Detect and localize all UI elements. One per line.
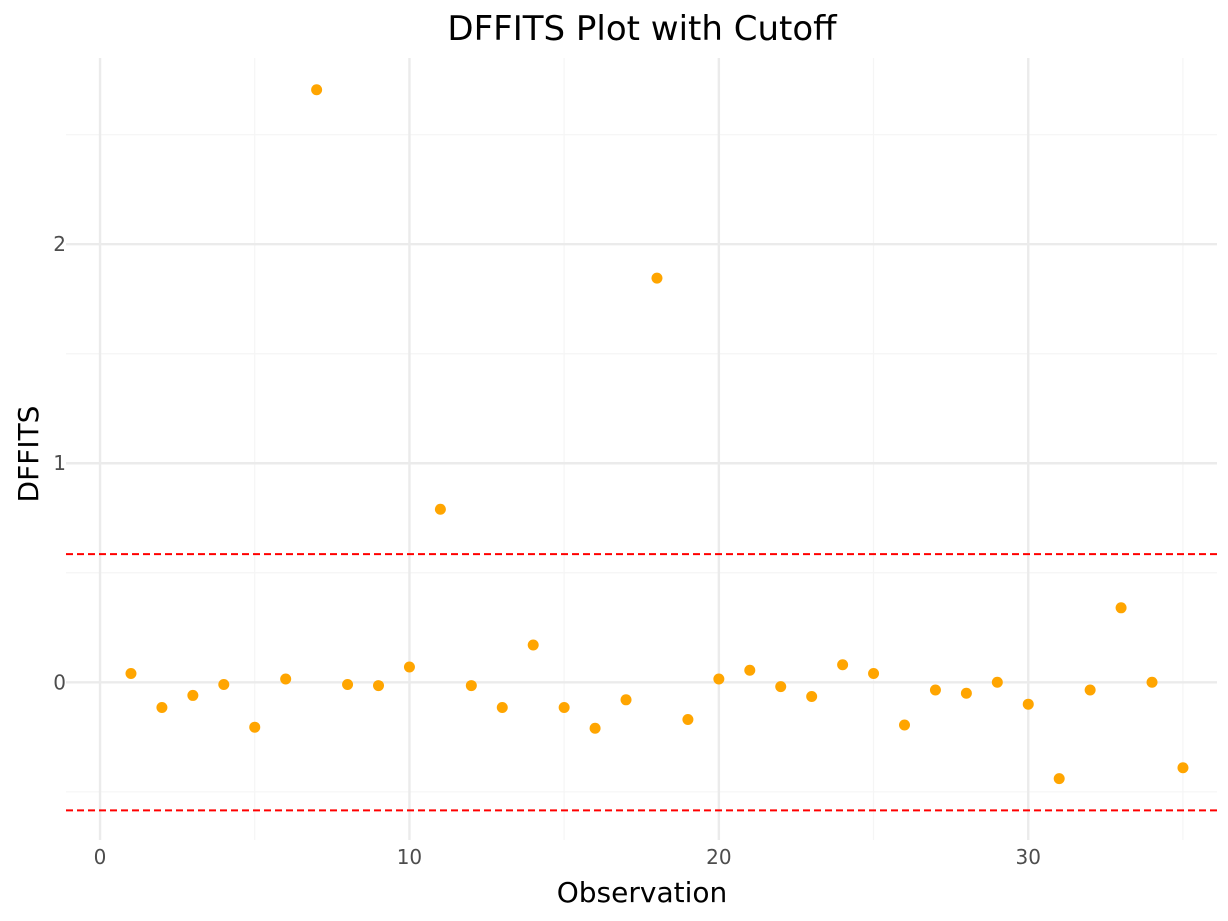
y-tick-label: 2: [53, 232, 66, 256]
data-point: [527, 639, 539, 651]
data-point: [1053, 773, 1065, 785]
data-point: [1022, 698, 1034, 710]
data-point: [311, 84, 323, 96]
x-tick-label: 30: [1016, 845, 1041, 869]
data-point: [1115, 602, 1127, 614]
data-point: [713, 673, 725, 685]
data-point: [434, 503, 446, 515]
data-point: [373, 680, 385, 692]
x-tick-label: 20: [706, 845, 731, 869]
data-point: [342, 678, 354, 690]
data-point: [898, 719, 910, 731]
data-point: [929, 684, 941, 696]
data-point: [960, 687, 972, 699]
data-point: [806, 691, 818, 703]
ticks-layer: 0 10 20 30 0 1 2: [53, 232, 1041, 869]
data-point: [1084, 684, 1096, 696]
x-tick-label: 10: [397, 845, 422, 869]
data-point: [589, 722, 601, 734]
y-axis-title: DFFITS: [12, 406, 45, 503]
data-point: [156, 701, 168, 713]
data-point: [775, 681, 787, 693]
data-point: [837, 659, 849, 671]
data-point: [744, 664, 756, 676]
grid-layer: [66, 58, 1217, 840]
data-point: [620, 694, 632, 706]
data-point: [991, 676, 1003, 688]
points-layer: [125, 84, 1189, 785]
data-point: [403, 661, 415, 673]
x-tick-label: 0: [94, 845, 107, 869]
y-tick-label: 0: [53, 670, 66, 694]
x-axis-title: Observation: [557, 876, 728, 909]
data-point: [496, 701, 508, 713]
cutoff-layer: [66, 553, 1217, 812]
data-point: [868, 668, 880, 680]
data-point: [1177, 762, 1189, 774]
data-point: [682, 714, 694, 726]
data-point: [1146, 676, 1158, 688]
chart-title: DFFITS Plot with Cutoff: [447, 9, 838, 49]
data-point: [280, 673, 292, 685]
data-point: [187, 689, 199, 701]
data-point: [218, 678, 230, 690]
data-point: [558, 701, 570, 713]
data-point: [651, 272, 663, 284]
data-point: [125, 668, 137, 680]
data-point: [465, 680, 477, 692]
data-point: [249, 721, 261, 733]
y-tick-label: 1: [53, 451, 66, 475]
